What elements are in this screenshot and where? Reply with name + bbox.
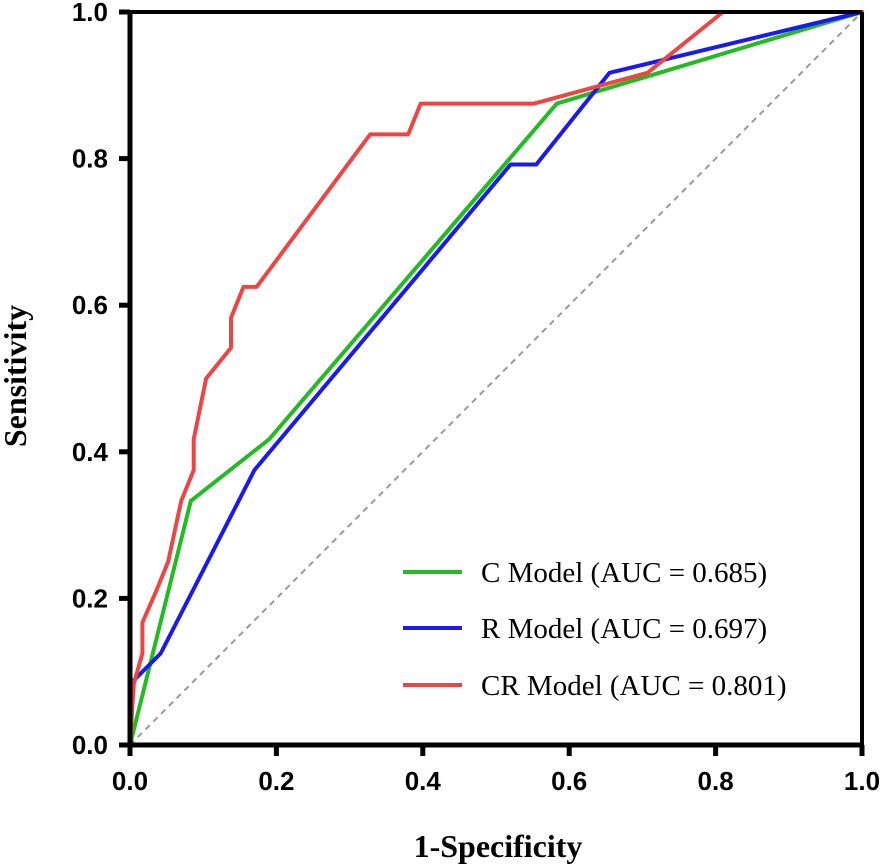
x-tick-label: 0.4	[405, 766, 442, 796]
x-tick-label: 0.8	[698, 766, 734, 796]
legend-label: CR Model (AUC = 0.801)	[481, 670, 787, 702]
legend-label: C Model (AUC = 0.685)	[481, 557, 767, 589]
legend: C Model (AUC = 0.685) R Model (AUC = 0.69…	[403, 557, 787, 702]
series-line-c-model	[128, 10, 864, 747]
y-tick-label: 0.0	[72, 730, 108, 760]
x-tick-label: 0.2	[258, 766, 294, 796]
x-tick-label: 0.0	[112, 766, 148, 796]
legend-label: R Model (AUC = 0.697)	[481, 613, 767, 645]
y-tick-label: 0.2	[72, 583, 108, 613]
y-tick-label: 0.4	[72, 437, 109, 467]
x-axis-title: 1-Specificity	[414, 828, 583, 864]
x-tick-label: 1.0	[844, 766, 880, 796]
y-axis-title: Sensitivity	[0, 305, 33, 447]
y-tick-label: 0.8	[72, 144, 108, 174]
y-tick-label: 0.6	[72, 290, 108, 320]
series-line-cr-model	[128, 10, 864, 747]
reference-diagonal-line	[129, 11, 863, 746]
axes: 0.0 0.2 0.4 0.6 0.8 1.0 0.0 0.2 0.4 0.6 0.8 1.0	[72, 0, 880, 796]
y-tick-label: 1.0	[72, 0, 108, 27]
plot-area	[128, 10, 864, 747]
x-tick-label: 0.6	[551, 766, 587, 796]
